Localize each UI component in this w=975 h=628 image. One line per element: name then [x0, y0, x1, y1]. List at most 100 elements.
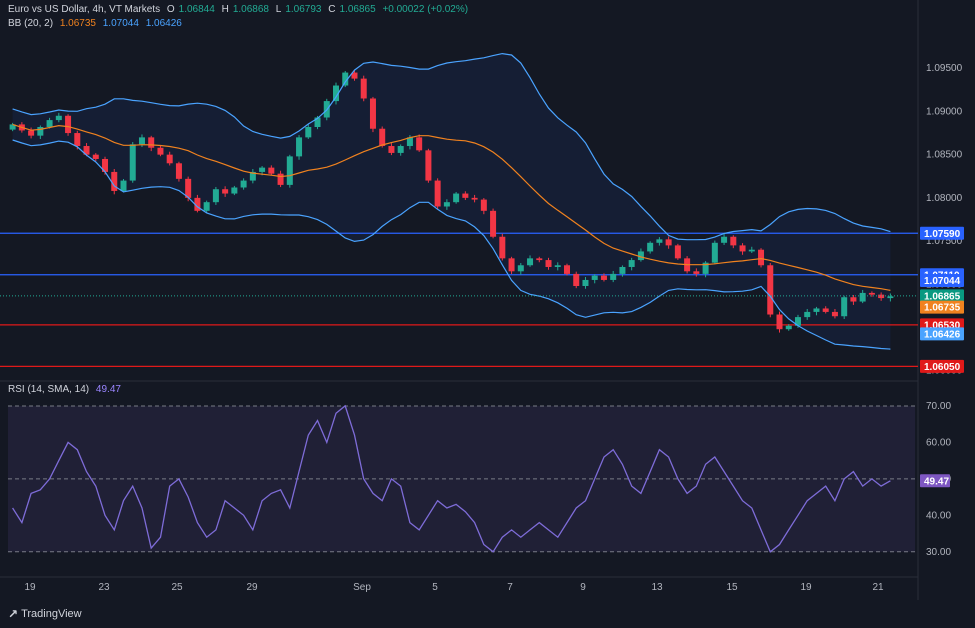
candle: [748, 246, 755, 253]
price-label-text: 1.06050: [924, 362, 961, 373]
price-label-box: [920, 273, 964, 287]
candle: [527, 255, 534, 267]
candle-body: [138, 137, 145, 145]
candle-body: [647, 242, 654, 252]
candle: [508, 256, 515, 275]
candle: [610, 270, 617, 283]
candle-body: [286, 156, 293, 185]
candle-body: [776, 314, 783, 330]
candle: [37, 125, 44, 140]
bollinger-band-lines: [12, 52, 891, 350]
candle: [231, 185, 238, 196]
bb-indicator-name[interactable]: BB (20, 2): [8, 18, 54, 29]
bb-upper-line: [12, 52, 891, 241]
price-label-tag: 1.07590: [920, 226, 964, 240]
candle: [702, 261, 709, 278]
rsi-legend: RSI (14, SMA, 14) 49.47: [8, 384, 125, 395]
candle: [425, 148, 432, 183]
rsi-band-background: [8, 405, 915, 552]
candle: [28, 127, 35, 139]
price-label-text: 1.07590: [924, 229, 961, 240]
candle-body: [508, 258, 515, 272]
candle-body: [813, 308, 820, 312]
bb-mid-value: 1.06735: [59, 18, 96, 29]
candle-body: [37, 127, 44, 136]
candle-body: [536, 258, 543, 261]
candle-body: [203, 202, 210, 211]
candle: [249, 168, 256, 184]
candle-body: [831, 311, 838, 317]
candle-body: [28, 130, 35, 136]
candle-body: [102, 158, 109, 172]
high-label: H: [221, 4, 229, 15]
candle-body: [434, 180, 441, 207]
price-label-box: [920, 289, 964, 303]
candle: [693, 268, 700, 277]
candle: [157, 145, 164, 157]
price-label-tag: 1.06735: [920, 300, 964, 314]
bb-lower-value: 1.06426: [145, 18, 182, 29]
candle: [434, 178, 441, 210]
candle: [517, 263, 524, 275]
candle: [536, 256, 543, 263]
candle-body: [425, 150, 432, 181]
candle-body: [739, 245, 746, 252]
candle: [859, 289, 866, 304]
price-tick-label: 1.08500: [926, 150, 963, 161]
horizontal-levels[interactable]: [0, 232, 918, 367]
candle: [9, 122, 16, 132]
rsi-tick-label: 60.00: [926, 437, 951, 448]
close-label: C: [328, 4, 336, 15]
candle: [582, 277, 589, 289]
candle-body: [406, 137, 413, 147]
candle: [637, 248, 644, 262]
candle-body: [231, 187, 238, 194]
candle-body: [748, 249, 755, 252]
candle-body: [305, 127, 312, 138]
candle: [83, 143, 90, 157]
candle: [767, 263, 774, 318]
open-value: 1.06844: [178, 4, 215, 15]
time-tick-label: 23: [98, 582, 110, 593]
time-tick-label: Sep: [353, 582, 371, 593]
candle: [120, 179, 127, 193]
bb-legend: BB (20, 2) 1.06735 1.07044 1.06426: [8, 18, 186, 29]
candle-body: [637, 251, 644, 261]
rsi-indicator-name[interactable]: RSI (14, SMA, 14): [8, 384, 90, 395]
symbol-title[interactable]: Euro vs US Dollar, 4h, VT Markets: [8, 4, 161, 15]
time-axis[interactable]: 19 23 25 29 Sep 5 7 9 13 15 19 21: [24, 582, 884, 593]
price-tick-label: 1.09000: [926, 106, 963, 117]
candle-body: [527, 258, 534, 266]
candle-body: [175, 163, 182, 179]
candle-body: [721, 236, 728, 243]
candle-body: [767, 265, 774, 315]
candle-body: [499, 236, 506, 259]
rsi-tick-label: 70.00: [926, 401, 951, 412]
candle-body: [351, 72, 358, 79]
candle-body: [480, 199, 487, 211]
main-legend: Euro vs US Dollar, 4h, VT Markets O 1.068…: [8, 4, 472, 15]
bb-lower-line: [12, 139, 891, 350]
candle: [194, 194, 201, 213]
candle: [222, 186, 229, 197]
candle: [111, 168, 118, 195]
price-grid: [0, 0, 919, 600]
candle-body: [591, 275, 598, 280]
candle-body: [693, 271, 700, 274]
candle: [333, 82, 340, 105]
low-value: 1.06793: [285, 4, 322, 15]
tradingview-logo[interactable]: ↗ TradingView: [8, 607, 82, 621]
candle-body: [166, 154, 173, 164]
candles: [9, 70, 894, 333]
price-label-tag: 1.07044: [920, 273, 964, 287]
candle: [850, 294, 857, 305]
candle-body: [471, 197, 478, 200]
candle-body: [369, 98, 376, 129]
candle: [369, 96, 376, 133]
candle: [240, 178, 247, 190]
candle: [277, 170, 284, 188]
candle: [804, 308, 811, 320]
candle-body: [517, 265, 524, 272]
